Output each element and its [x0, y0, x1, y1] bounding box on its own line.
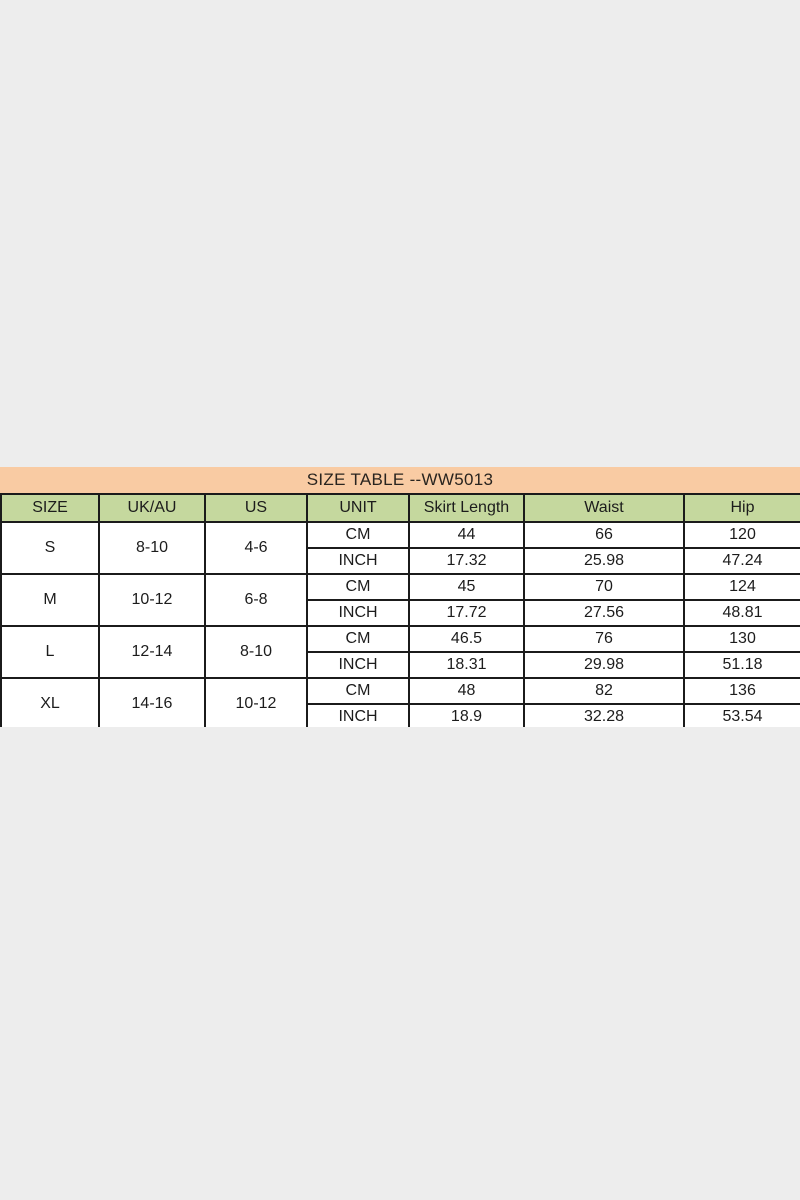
cell-unit: CM [306, 625, 410, 653]
cell-unit: INCH [306, 651, 410, 679]
cell-size-label: XL [0, 677, 100, 727]
cell-hip: 53.54 [683, 703, 800, 727]
cell-hip: 136 [683, 677, 800, 705]
cell-waist: 82 [523, 677, 685, 705]
table-row: S 8-10 4-6 CM 44 66 120 [0, 521, 800, 575]
table-row: XL 14-16 10-12 CM 48 82 136 [0, 677, 800, 727]
size-table: SIZE TABLE --WW5013 SIZE UK/AU US UNIT S… [0, 467, 800, 727]
cell-size-label: M [0, 573, 100, 627]
cell-skirt-length: 17.32 [408, 547, 525, 575]
cell-us: 4-6 [204, 521, 308, 575]
table-row: INCH 18.31 29.98 51.18 [1, 651, 800, 679]
cell-us: 8-10 [204, 625, 308, 679]
cell-size-label: S [0, 521, 100, 575]
cell-us: 6-8 [204, 573, 308, 627]
cell-waist: 29.98 [523, 651, 685, 679]
cell-uk-au: 10-12 [98, 573, 206, 627]
cell-hip: 130 [683, 625, 800, 653]
cell-uk-au: 14-16 [98, 677, 206, 727]
cell-uk-au: 12-14 [98, 625, 206, 679]
cell-unit: INCH [306, 547, 410, 575]
cell-waist: 32.28 [523, 703, 685, 727]
cell-skirt-length: 48 [408, 677, 525, 705]
column-header-unit: UNIT [306, 493, 410, 523]
table-row: L 12-14 8-10 CM 46.5 76 130 [0, 625, 800, 679]
table-row: INCH 17.72 27.56 48.81 [1, 599, 800, 627]
cell-skirt-length: 46.5 [408, 625, 525, 653]
cell-waist: 70 [523, 573, 685, 601]
cell-skirt-length: 44 [408, 521, 525, 549]
cell-us: 10-12 [204, 677, 308, 727]
header-row: SIZE UK/AU US UNIT Skirt Length Waist Hi… [0, 493, 800, 523]
cell-uk-au: 8-10 [98, 521, 206, 575]
cell-hip: 48.81 [683, 599, 800, 627]
cell-hip: 47.24 [683, 547, 800, 575]
cell-unit: CM [306, 521, 410, 549]
table-row: M 10-12 6-8 CM 45 70 124 [0, 573, 800, 627]
column-header-size: SIZE [0, 493, 100, 523]
cell-hip: 120 [683, 521, 800, 549]
cell-waist: 25.98 [523, 547, 685, 575]
column-header-waist: Waist [523, 493, 685, 523]
cell-skirt-length: 18.9 [408, 703, 525, 727]
cell-hip: 51.18 [683, 651, 800, 679]
cell-unit: CM [306, 677, 410, 705]
cell-skirt-length: 45 [408, 573, 525, 601]
table-row: INCH 17.32 25.98 47.24 [1, 547, 800, 575]
column-header-us: US [204, 493, 308, 523]
table-row: INCH 18.9 32.28 53.54 [1, 703, 800, 727]
cell-unit: INCH [306, 599, 410, 627]
column-header-skirt-length: Skirt Length [408, 493, 525, 523]
column-header-uk-au: UK/AU [98, 493, 206, 523]
cell-waist: 27.56 [523, 599, 685, 627]
cell-unit: INCH [306, 703, 410, 727]
cell-skirt-length: 17.72 [408, 599, 525, 627]
column-header-hip: Hip [683, 493, 800, 523]
cell-waist: 66 [523, 521, 685, 549]
cell-unit: CM [306, 573, 410, 601]
size-table-grid: SIZE UK/AU US UNIT Skirt Length Waist Hi… [0, 493, 800, 727]
cell-hip: 124 [683, 573, 800, 601]
cell-skirt-length: 18.31 [408, 651, 525, 679]
cell-size-label: L [0, 625, 100, 679]
cell-waist: 76 [523, 625, 685, 653]
size-table-title: SIZE TABLE --WW5013 [0, 467, 800, 493]
